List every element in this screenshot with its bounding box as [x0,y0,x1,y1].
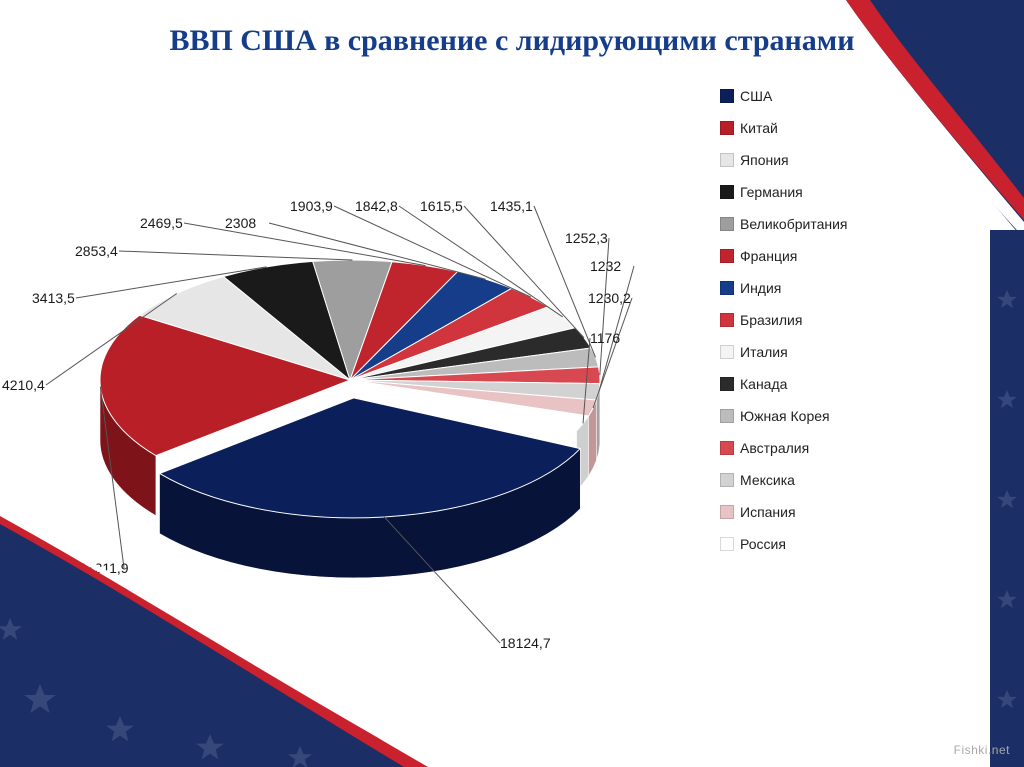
value-label: 11211,9 [80,560,129,576]
legend-item: США [720,88,900,104]
legend-item: Бразилия [720,312,900,328]
legend-item: Франция [720,248,900,264]
legend: США Китай Япония Германия Великобритания Фран… [720,88,900,568]
watermark: Fishki.net [954,743,1010,757]
legend-swatch [720,313,734,327]
legend-label: Индия [740,280,781,296]
legend-swatch [720,441,734,455]
value-label: 1842,8 [355,198,398,214]
legend-label: Испания [740,504,796,520]
pie-chart: 18124,7 11211,9 4210,4 3413,5 2853,4 2469,5 23… [0,80,720,720]
value-label: 18124,7 [500,635,551,651]
legend-swatch [720,185,734,199]
legend-item: Италия [720,344,900,360]
legend-item: Германия [720,184,900,200]
legend-label: Великобритания [740,216,848,232]
value-label: 2469,5 [140,215,183,231]
legend-label: Франция [740,248,797,264]
value-label: 1232 [590,258,621,274]
legend-label: Россия [740,536,786,552]
legend-label: США [740,88,772,104]
legend-item: Южная Корея [720,408,900,424]
value-label: 1615,5 [420,198,463,214]
legend-swatch [720,217,734,231]
legend-label: Китай [740,120,778,136]
legend-swatch [720,121,734,135]
legend-label: Бразилия [740,312,802,328]
value-label: 1252,3 [565,230,608,246]
value-label: 1435,1 [490,198,533,214]
value-label: 1176 [590,330,620,346]
value-label: 1230,2 [588,290,631,306]
legend-swatch [720,249,734,263]
value-label: 1903,9 [290,198,333,214]
legend-item: Япония [720,152,900,168]
legend-swatch [720,537,734,551]
legend-item: Испания [720,504,900,520]
value-label: 2853,4 [75,243,118,259]
legend-label: Австралия [740,440,809,456]
legend-swatch [720,281,734,295]
value-label: 3413,5 [32,290,75,306]
legend-label: Южная Корея [740,408,830,424]
legend-label: Япония [740,152,789,168]
legend-item: Великобритания [720,216,900,232]
legend-label: Италия [740,344,788,360]
legend-item: Индия [720,280,900,296]
legend-label: Канада [740,376,787,392]
legend-swatch [720,345,734,359]
legend-swatch [720,377,734,391]
legend-swatch [720,473,734,487]
legend-swatch [720,409,734,423]
legend-item: Мексика [720,472,900,488]
legend-swatch [720,153,734,167]
legend-item: Россия [720,536,900,552]
chart-title: ВВП США в сравнение с лидирующими страна… [0,24,1024,58]
value-label: 2308 [225,215,256,231]
legend-swatch [720,89,734,103]
legend-item: Австралия [720,440,900,456]
legend-swatch [720,505,734,519]
legend-item: Китай [720,120,900,136]
legend-label: Мексика [740,472,795,488]
value-label: 4210,4 [2,377,45,393]
legend-item: Канада [720,376,900,392]
legend-label: Германия [740,184,803,200]
